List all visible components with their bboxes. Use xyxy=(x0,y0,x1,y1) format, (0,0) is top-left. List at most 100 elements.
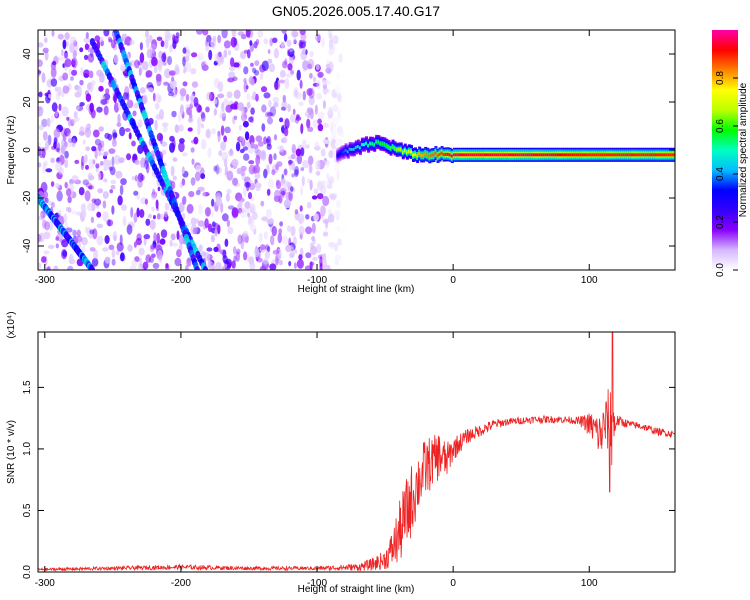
noise-speck xyxy=(137,119,143,128)
tone-band xyxy=(340,151,344,155)
noise-speck xyxy=(103,105,109,116)
noise-speck xyxy=(47,201,55,206)
noise-speck xyxy=(335,199,342,209)
noise-speck xyxy=(47,265,51,270)
noise-speck xyxy=(249,40,253,46)
noise-speck xyxy=(266,143,272,150)
noise-speck xyxy=(231,260,236,269)
noise-speck xyxy=(246,49,251,59)
noise-speck xyxy=(213,165,218,172)
noise-speck xyxy=(328,48,334,56)
noise-speck xyxy=(164,68,171,79)
tone-band xyxy=(379,142,383,146)
noise-speck xyxy=(290,186,294,192)
noise-speck xyxy=(307,126,314,132)
noise-speck xyxy=(129,39,135,46)
noise-speck xyxy=(200,173,206,180)
noise-speck xyxy=(301,47,307,55)
noise-speck xyxy=(66,142,73,148)
noise-speck xyxy=(283,168,288,176)
noise-speck xyxy=(237,197,245,203)
tone-band xyxy=(581,153,585,157)
noise-speck xyxy=(256,182,259,187)
noise-speck xyxy=(268,217,274,227)
noise-speck xyxy=(68,68,72,76)
tone-band xyxy=(365,141,368,145)
tone-band xyxy=(530,153,534,157)
tone-band xyxy=(654,153,658,157)
noise-speck xyxy=(120,178,127,186)
noise-speck xyxy=(205,106,210,113)
noise-speck xyxy=(38,162,42,168)
tone-band xyxy=(620,153,624,157)
noise-speck xyxy=(182,47,187,54)
noise-speck xyxy=(288,190,293,202)
noise-speck xyxy=(218,55,224,63)
tone-band xyxy=(603,153,607,157)
tone-band xyxy=(648,153,652,157)
tick-label: 0.4 xyxy=(715,167,726,181)
tone-band xyxy=(671,153,675,157)
tone-band xyxy=(434,151,438,155)
noise-speck xyxy=(313,188,319,195)
tick-label: 100 xyxy=(581,578,598,589)
noise-speck xyxy=(227,77,235,83)
tone-band xyxy=(397,148,401,151)
noise-speck xyxy=(235,251,240,262)
noise-speck xyxy=(213,98,218,105)
noise-speck xyxy=(57,86,62,97)
noise-speck xyxy=(252,211,258,220)
tone-band xyxy=(640,153,644,157)
tone-band xyxy=(479,153,483,157)
tone-band xyxy=(532,153,536,157)
tone-band xyxy=(430,153,434,157)
noise-speck xyxy=(71,59,76,66)
noise-speck xyxy=(51,102,58,112)
noise-speck xyxy=(109,166,116,176)
noise-speck xyxy=(291,144,296,154)
noise-speck xyxy=(269,106,277,117)
tone-band xyxy=(507,153,511,157)
noise-speck xyxy=(323,160,331,165)
noise-speck xyxy=(261,123,266,132)
noise-speck xyxy=(113,54,119,64)
noise-speck xyxy=(197,186,205,192)
noise-speck xyxy=(271,225,277,237)
tone-band xyxy=(665,153,669,157)
noise-speck xyxy=(248,256,255,265)
noise-speck xyxy=(244,131,250,141)
noise-speck xyxy=(216,167,222,174)
tone-band xyxy=(354,145,358,149)
tone-band xyxy=(377,140,381,144)
tone-band xyxy=(673,153,675,157)
tone-band xyxy=(393,146,397,150)
noise-speck xyxy=(61,106,69,117)
tone-band xyxy=(450,154,454,158)
noise-speck xyxy=(95,163,100,169)
noise-speck xyxy=(66,116,70,121)
noise-speck xyxy=(88,70,94,79)
noise-speck xyxy=(85,182,92,189)
noise-speck xyxy=(71,210,78,215)
noise-speck xyxy=(186,222,191,228)
noise-speck xyxy=(255,93,259,102)
noise-speck xyxy=(180,95,184,102)
tick-label: 100 xyxy=(581,275,598,286)
tone-band xyxy=(412,153,415,157)
noise-speck xyxy=(218,150,223,157)
noise-speck xyxy=(254,69,260,76)
noise-speck xyxy=(145,254,152,263)
noise-speck xyxy=(103,151,109,156)
noise-speck xyxy=(279,187,287,196)
tone-band xyxy=(628,153,632,157)
tone-band xyxy=(583,153,587,157)
noise-speck xyxy=(163,81,170,86)
noise-speck xyxy=(112,231,118,241)
tick-label: 0 xyxy=(450,275,456,286)
noise-speck xyxy=(151,56,158,67)
noise-speck xyxy=(280,41,285,48)
noise-speck xyxy=(181,166,185,174)
chirp-blob xyxy=(202,266,208,270)
tone-band xyxy=(510,153,513,157)
noise-speck xyxy=(102,211,109,223)
